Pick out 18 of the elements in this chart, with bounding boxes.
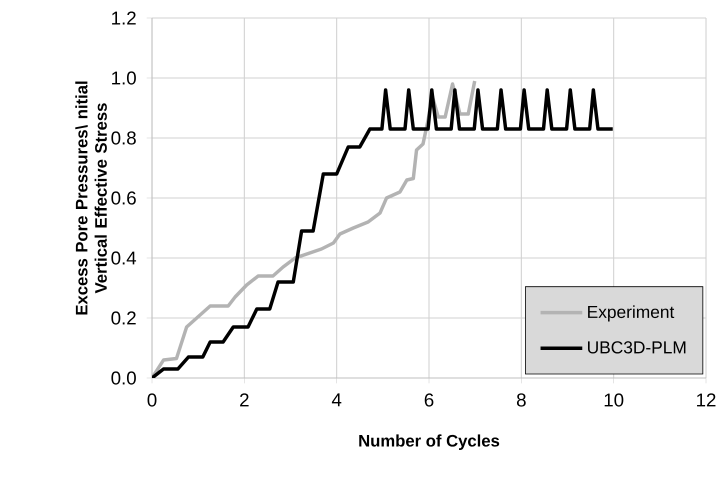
- x-tick-label: 6: [424, 393, 434, 407]
- y-tick-label: 0.6: [111, 191, 136, 205]
- y-axis-title: Excess Pore Pressures\ nitial Vertical Effective Stress: [75, 82, 107, 315]
- y-tick-label: 0.2: [111, 311, 136, 325]
- y-tick-label: 1.2: [112, 11, 136, 25]
- x-tick-label: 4: [332, 393, 342, 406]
- y-tick-label: 0.4: [111, 251, 136, 265]
- x-tick-label: 12: [697, 393, 716, 406]
- y-tick-label: 1.0: [112, 71, 136, 85]
- legend-label: Experiment: [588, 305, 674, 322]
- x-tick-label: 0: [148, 393, 156, 407]
- x-tick-label: 8: [516, 393, 526, 407]
- y-tick-label: 0.0: [111, 371, 136, 385]
- legend-label: UBC3D-PLM: [588, 341, 686, 354]
- x-tick-label: 10: [604, 393, 624, 407]
- x-axis-title: Number of Cycles: [359, 434, 500, 450]
- y-tick-label: 0.8: [111, 131, 136, 145]
- x-tick-label: 2: [240, 393, 249, 406]
